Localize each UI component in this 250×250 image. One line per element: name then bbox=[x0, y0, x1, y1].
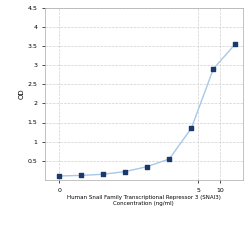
Point bbox=[145, 164, 149, 168]
Point bbox=[234, 42, 237, 46]
Point bbox=[212, 67, 216, 71]
Y-axis label: OD: OD bbox=[19, 88, 25, 99]
Point bbox=[189, 126, 193, 130]
Point bbox=[167, 157, 171, 161]
Point bbox=[57, 174, 61, 178]
Point bbox=[101, 172, 105, 176]
X-axis label: Human Snail Family Transcriptional Repressor 3 (SNAI3)
Concentration (ng/ml): Human Snail Family Transcriptional Repre… bbox=[67, 196, 221, 206]
Point bbox=[123, 170, 127, 173]
Point bbox=[79, 174, 83, 178]
